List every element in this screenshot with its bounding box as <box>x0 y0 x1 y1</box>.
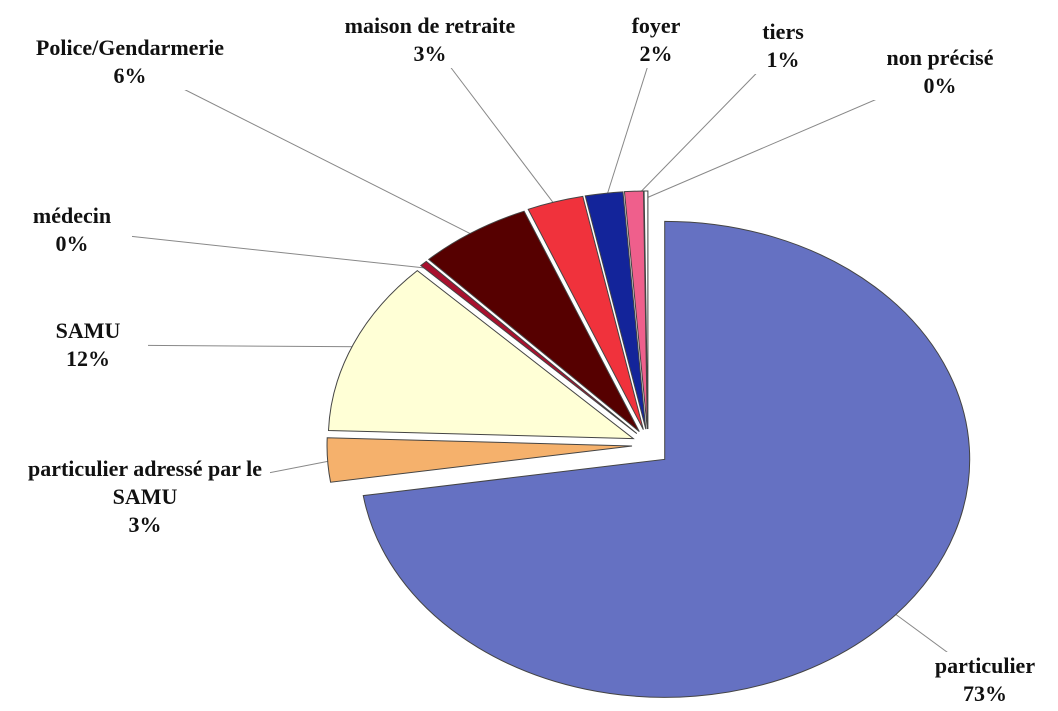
value-label: 3% <box>413 41 447 66</box>
pie-slice <box>419 260 638 434</box>
pie-slice <box>327 269 635 440</box>
category-label: particulier <box>934 653 1036 678</box>
category-label: non précisé <box>886 45 994 70</box>
category-label: SAMU <box>55 318 121 343</box>
value-label: 2% <box>639 41 673 66</box>
slice-label: particulier 73% <box>885 652 1058 708</box>
slice-label: maison de retraite 3% <box>300 12 560 68</box>
value-label: 73% <box>963 681 1007 706</box>
category-label: tiers <box>762 19 804 44</box>
slice-label: tiers 1% <box>723 18 843 74</box>
value-label: 1% <box>766 47 800 72</box>
category-label: maison de retraite <box>344 13 516 38</box>
leader-line <box>429 39 559 210</box>
slice-label: foyer 2% <box>596 12 716 68</box>
pie-slice <box>584 191 647 430</box>
slice-label: non précisé 0% <box>850 44 1030 100</box>
leader-line <box>129 61 479 239</box>
category-label: particulier adressé par le SAMU <box>27 456 263 509</box>
value-label: 12% <box>66 346 110 371</box>
slice-label: Police/Gendarmerie 6% <box>0 34 260 90</box>
pie-slice <box>643 190 649 430</box>
value-label: 3% <box>128 512 162 537</box>
value-label: 0% <box>55 231 89 256</box>
pie-slice <box>623 190 648 430</box>
category-label: Police/Gendarmerie <box>35 35 225 60</box>
slice-label: SAMU 12% <box>28 317 148 373</box>
slice-label: particulier adressé par le SAMU 3% <box>20 455 270 539</box>
slice-label: médecin 0% <box>12 202 132 258</box>
pie-slice <box>362 220 971 698</box>
pie-slice <box>427 210 640 432</box>
category-label: foyer <box>631 13 681 38</box>
value-label: 6% <box>113 63 147 88</box>
value-label: 0% <box>923 73 957 98</box>
pie-slice <box>527 195 644 430</box>
pie-slice <box>326 437 633 483</box>
category-label: médecin <box>32 203 112 228</box>
